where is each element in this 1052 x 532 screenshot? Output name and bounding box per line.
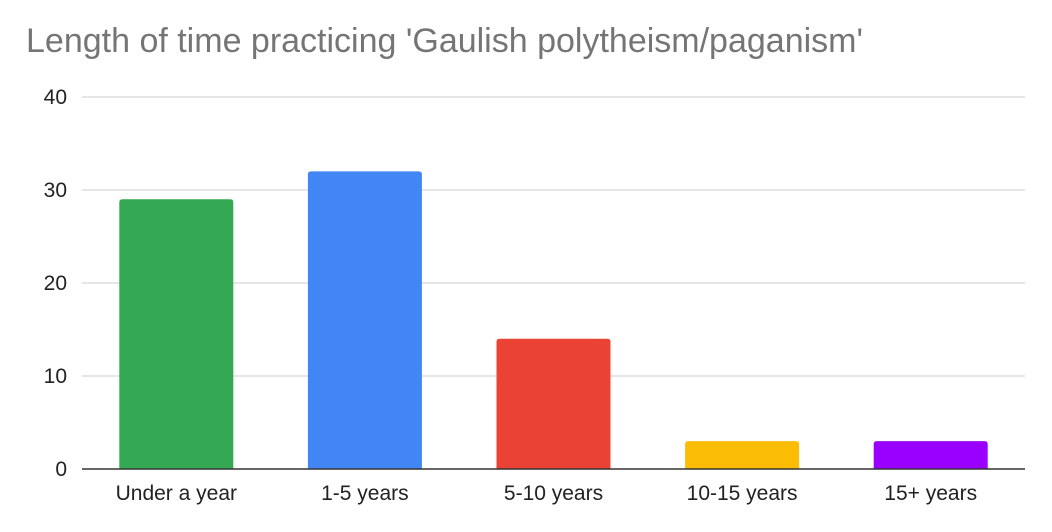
x-tick-label: 15+ years: [884, 482, 977, 505]
y-axis: 0 10 20 30 40: [44, 86, 67, 481]
y-tick-label: 10: [44, 365, 67, 388]
y-tick-label: 40: [44, 86, 67, 109]
x-tick-label: 1-5 years: [321, 482, 409, 505]
y-tick-label: 0: [55, 458, 67, 481]
bar-10-15-years: [685, 441, 800, 469]
bar-15-years: [873, 441, 988, 469]
y-tick-label: 30: [44, 179, 67, 202]
x-axis: Under a year 1-5 years 5-10 years 10-15 yea…: [82, 468, 1025, 505]
bar-5-10-years: [496, 338, 611, 469]
chart-title: Length of time practicing 'Gaulish polyt…: [26, 22, 863, 60]
bars: [119, 171, 988, 470]
bar-under-a-year: [119, 199, 234, 470]
x-tick-label: 5-10 years: [504, 482, 603, 505]
y-tick-label: 20: [44, 272, 67, 295]
x-tick-label: Under a year: [116, 482, 237, 505]
gridlines: [82, 96, 1025, 377]
x-tick-label: 10-15 years: [687, 482, 798, 505]
bar-1-5-years: [307, 171, 422, 469]
